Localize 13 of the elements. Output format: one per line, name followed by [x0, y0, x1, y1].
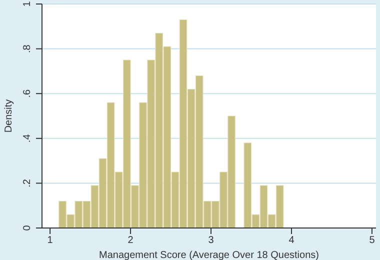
y-tick-label: 1 — [22, 0, 33, 7]
x-axis-title: Management Score (Average Over 18 Questions) — [99, 250, 319, 260]
x-tick-label: 4 — [288, 235, 295, 246]
y-tick-label: .6 — [22, 88, 33, 98]
y-tick-label: 0 — [22, 224, 33, 231]
x-tick-label: 3 — [208, 235, 214, 246]
y-tick-label: .4 — [22, 134, 33, 143]
x-tick-label: 2 — [128, 235, 134, 246]
y-tick-label: .2 — [22, 178, 33, 188]
y-tick-label: .8 — [22, 44, 33, 53]
x-tick-label: 5 — [369, 235, 376, 246]
x-tick-label: 1 — [47, 235, 54, 246]
y-axis-title: Density — [4, 99, 15, 133]
